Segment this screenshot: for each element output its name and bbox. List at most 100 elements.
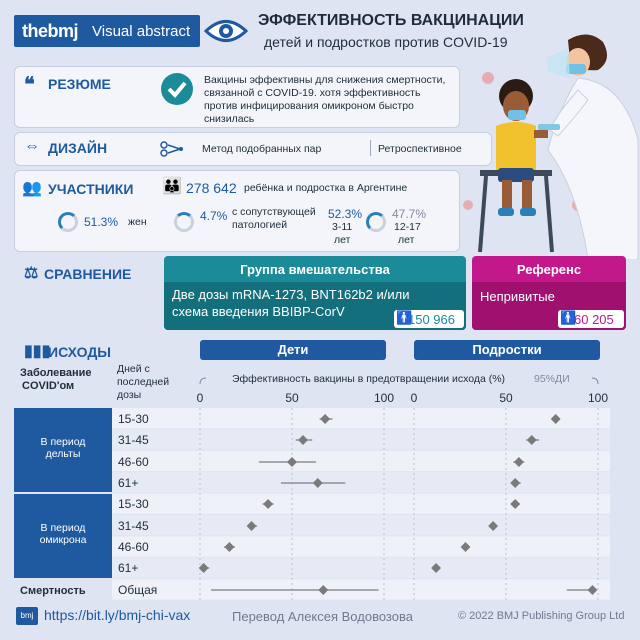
header-disease-2: COVID'ом <box>22 380 75 392</box>
age2-label-2: лет <box>398 234 415 246</box>
point-estimate <box>298 435 308 445</box>
page-title: ЭФФЕКТИВНОСТЬ ВАКЦИНАЦИИ <box>258 12 524 29</box>
column-children: Дети <box>200 340 386 360</box>
design-label: ДИЗАЙН <box>48 140 108 156</box>
point-estimate <box>526 435 537 445</box>
axis-bracket-right <box>591 377 599 385</box>
reference-text: Непривитые <box>480 289 555 304</box>
point-estimate <box>513 457 524 467</box>
women-pct: 51.3% <box>84 215 119 229</box>
bmj-logo-box[interactable] <box>14 15 200 47</box>
mortality-label: Смертность <box>20 585 86 597</box>
plot-row-band <box>112 450 610 472</box>
footer-translator: Перевод Алексея Водовозова <box>232 609 413 624</box>
plot-row-band <box>112 493 610 514</box>
comparison-label: СРАВНЕНИЕ <box>44 266 132 282</box>
outcomes-label: ИСХОДЫ <box>48 344 111 360</box>
point-estimate <box>587 585 598 595</box>
matched-pairs-icon <box>160 141 183 157</box>
point-estimate <box>318 585 329 595</box>
participants-count-text: ребёнка и подростка в Аргентине <box>244 182 408 194</box>
design-icon: ⇔ <box>24 138 40 155</box>
row-label: Общая <box>118 583 157 597</box>
point-estimate <box>550 414 561 424</box>
intervention-text-2: схема введения BBIBP-CorV <box>172 304 345 319</box>
header: thebmj Visual abstract ЭФФЕКТИВНОСТЬ ВАК… <box>0 0 640 62</box>
tick-label: 50 <box>285 391 299 405</box>
comorbid-label-1: с сопутствующей <box>232 206 316 218</box>
participants-count: 278 642 <box>186 180 237 196</box>
age1-label-2: лет <box>334 234 351 246</box>
tick-label: 0 <box>411 391 418 405</box>
women-ring <box>58 212 78 232</box>
point-estimate <box>246 521 257 531</box>
point-estimate <box>287 457 297 467</box>
footer-link[interactable]: https://bit.ly/bmj-chi-vax <box>44 607 191 623</box>
intervention-n-box <box>394 310 464 328</box>
design-type: Ретроспективное <box>378 143 462 155</box>
header-days-1: Дней с <box>117 363 150 375</box>
header-days-3: дозы <box>117 389 142 401</box>
bar-chart-icon: ▮▮▮ <box>24 343 51 360</box>
age1-pct: 52.3% <box>328 207 363 221</box>
header-disease-1: Заболевание <box>20 367 92 379</box>
point-estimate <box>510 499 521 509</box>
people-icon: 👥 <box>22 180 42 197</box>
point-estimate <box>198 563 209 573</box>
plot-row-band <box>112 515 610 536</box>
point-estimate <box>488 521 499 531</box>
row-label: 15-30 <box>118 412 149 426</box>
tick-label: 100 <box>374 391 394 405</box>
column-teens: Подростки <box>414 340 600 360</box>
women-label: жен <box>128 216 147 228</box>
point-estimate <box>312 478 323 488</box>
summary-label: РЕЗЮМЕ <box>48 76 111 92</box>
row-label: 46-60 <box>118 540 149 554</box>
row-label: 61+ <box>118 561 138 575</box>
header-days-2: последней <box>117 376 170 388</box>
footer-copyright: © 2022 BMJ Publishing Group Ltd <box>458 610 625 622</box>
age-ring <box>366 212 386 232</box>
plot-row-band <box>112 429 610 450</box>
group-omicron: В период омикрона <box>14 494 112 578</box>
row-label: 31-45 <box>118 433 149 447</box>
point-estimate <box>460 542 471 552</box>
age2-pct: 47.7% <box>392 207 427 221</box>
design-method: Метод подобранных пар <box>202 143 322 155</box>
reference-title: Референс <box>516 262 582 277</box>
plot-row-band <box>112 408 610 429</box>
point-estimate <box>224 542 235 552</box>
reference-n-box <box>558 310 624 328</box>
point-estimate <box>510 478 521 488</box>
group-omicron-line2: омикрона <box>39 534 87 546</box>
tick-label: 50 <box>499 391 513 405</box>
row-label: 61+ <box>118 476 138 490</box>
design-divider <box>370 140 371 156</box>
age1-label-1: 3-11 <box>332 221 353 233</box>
visual-abstract-label: Visual abstract <box>92 23 191 40</box>
bmj-logo: thebmj <box>22 21 79 41</box>
axis-title: Эффективность вакцины в предотвращении и… <box>232 373 506 385</box>
group-delta-line1: В период <box>40 436 86 448</box>
group-delta-line2: дельты <box>45 448 81 460</box>
tick-label: 0 <box>197 391 204 405</box>
plot-row-band <box>112 557 610 579</box>
reference-n: 60 205 <box>574 312 614 327</box>
participants-label: УЧАСТНИКИ <box>48 181 134 197</box>
child-icon: 👪 <box>162 178 182 195</box>
ci-label: 95%ДИ <box>534 373 570 385</box>
scales-icon: ⚖ <box>24 265 39 282</box>
participants-panel <box>14 170 460 252</box>
plot-row-band <box>112 536 610 557</box>
row-label: 46-60 <box>118 455 149 469</box>
design-panel <box>14 132 492 166</box>
plot-row-band <box>112 472 610 493</box>
summary-text: Вакцины эффективны для снижения смертнос… <box>204 74 446 125</box>
point-estimate <box>263 499 274 509</box>
intervention-text-1: Две дозы mRNA-1273, BNT162b2 и/или <box>172 287 410 302</box>
row-label: 15-30 <box>118 497 149 511</box>
comorbid-pct: 4.7% <box>200 209 228 223</box>
point-estimate <box>431 563 442 573</box>
age2-label-1: 12-17 <box>394 221 421 233</box>
